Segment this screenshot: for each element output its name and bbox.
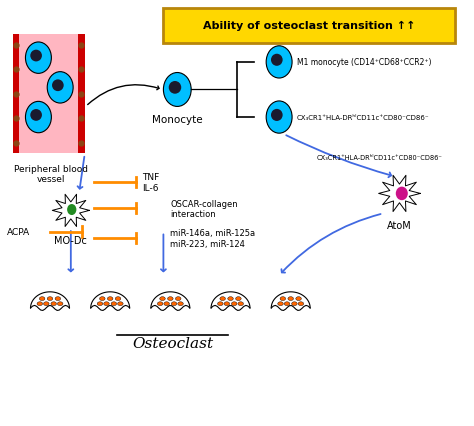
Text: CX₃CR1⁺HLA-DRʰᴵCD11c⁺CD80⁻CD86⁻: CX₃CR1⁺HLA-DRʰᴵCD11c⁺CD80⁻CD86⁻ [297, 115, 429, 121]
Ellipse shape [238, 302, 244, 306]
Ellipse shape [44, 302, 49, 306]
Ellipse shape [296, 297, 301, 301]
Ellipse shape [278, 302, 283, 306]
Ellipse shape [30, 110, 42, 121]
Ellipse shape [168, 297, 173, 301]
Ellipse shape [280, 297, 286, 301]
FancyBboxPatch shape [13, 35, 19, 154]
Ellipse shape [178, 302, 183, 306]
Ellipse shape [220, 297, 226, 301]
Ellipse shape [52, 80, 64, 92]
Ellipse shape [111, 302, 117, 306]
Ellipse shape [288, 297, 293, 301]
Ellipse shape [236, 297, 241, 301]
Ellipse shape [30, 51, 42, 62]
Ellipse shape [115, 297, 121, 301]
Ellipse shape [224, 302, 229, 306]
Ellipse shape [157, 302, 163, 306]
Polygon shape [151, 292, 190, 311]
Ellipse shape [164, 302, 169, 306]
Ellipse shape [47, 297, 53, 301]
Ellipse shape [57, 302, 63, 306]
Ellipse shape [118, 302, 123, 306]
FancyBboxPatch shape [164, 9, 455, 44]
Ellipse shape [26, 43, 51, 74]
Ellipse shape [67, 204, 76, 216]
Text: Monocyte: Monocyte [152, 115, 202, 124]
FancyBboxPatch shape [78, 35, 85, 154]
Ellipse shape [284, 302, 290, 306]
Ellipse shape [266, 47, 292, 79]
Ellipse shape [108, 297, 113, 301]
Polygon shape [211, 292, 250, 311]
Ellipse shape [175, 297, 181, 301]
Ellipse shape [231, 302, 237, 306]
Ellipse shape [298, 302, 304, 306]
Ellipse shape [100, 297, 105, 301]
Ellipse shape [37, 302, 43, 306]
Polygon shape [52, 195, 89, 227]
Ellipse shape [160, 297, 165, 301]
Text: Peripheral blood
vessel: Peripheral blood vessel [14, 164, 88, 184]
Ellipse shape [292, 302, 297, 306]
Ellipse shape [104, 302, 109, 306]
Text: MO-Dc: MO-Dc [55, 236, 87, 245]
Ellipse shape [171, 302, 177, 306]
Ellipse shape [228, 297, 233, 301]
Text: AtoM: AtoM [387, 221, 412, 230]
Ellipse shape [266, 102, 292, 134]
Text: Osteoclast: Osteoclast [132, 336, 213, 350]
Ellipse shape [26, 102, 51, 133]
Text: miR-146a, miR-125a
miR-223, miR-124: miR-146a, miR-125a miR-223, miR-124 [170, 229, 255, 248]
Text: OSCAR-collagen
interaction: OSCAR-collagen interaction [170, 199, 238, 219]
Ellipse shape [47, 72, 73, 104]
Ellipse shape [164, 73, 191, 107]
Text: Ability of osteoclast transition ↑↑: Ability of osteoclast transition ↑↑ [203, 21, 416, 32]
Ellipse shape [39, 297, 45, 301]
Polygon shape [271, 292, 310, 311]
Polygon shape [30, 292, 69, 311]
Ellipse shape [271, 55, 283, 66]
Ellipse shape [51, 302, 56, 306]
Text: CX₃CR1⁺HLA-DRʰᴵCD11c⁺CD80⁻CD86⁻: CX₃CR1⁺HLA-DRʰᴵCD11c⁺CD80⁻CD86⁻ [316, 155, 442, 161]
Ellipse shape [169, 82, 181, 95]
Polygon shape [91, 292, 129, 311]
Ellipse shape [396, 187, 408, 201]
Text: ACPA: ACPA [7, 227, 30, 236]
Ellipse shape [55, 297, 61, 301]
Ellipse shape [97, 302, 103, 306]
Ellipse shape [271, 109, 283, 122]
Text: M1 monocyte (CD14⁺CD68⁺CCR2⁺): M1 monocyte (CD14⁺CD68⁺CCR2⁺) [297, 58, 431, 67]
Text: TNF
IL-6: TNF IL-6 [143, 173, 160, 192]
Polygon shape [379, 176, 420, 212]
FancyBboxPatch shape [13, 35, 85, 154]
Ellipse shape [218, 302, 223, 306]
